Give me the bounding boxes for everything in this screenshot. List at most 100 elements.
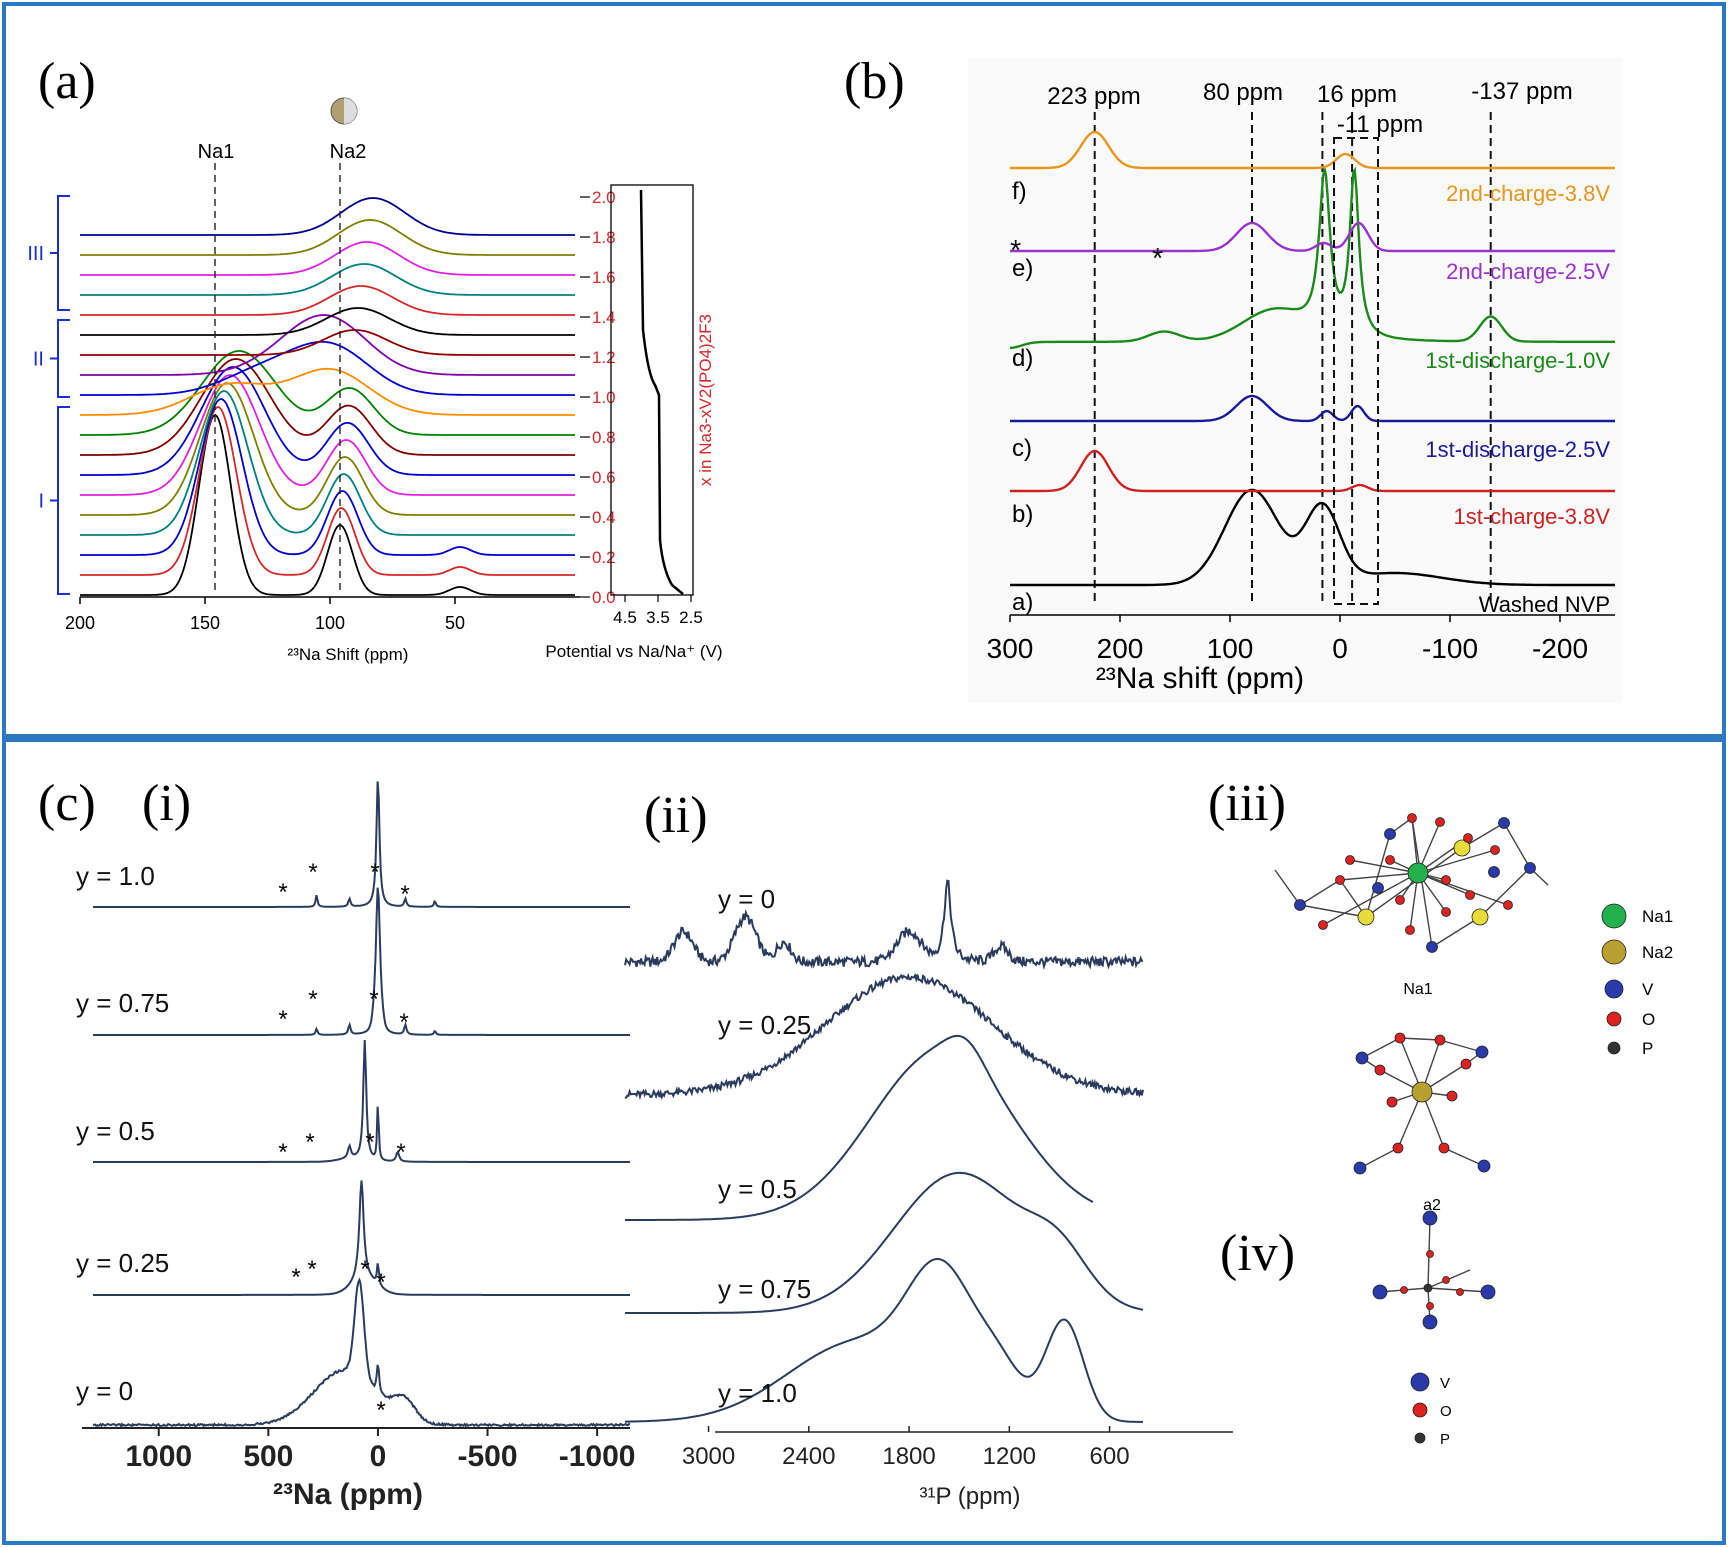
c-ii-tick-label-3: 1200 — [983, 1443, 1036, 1470]
x-tick-label-3: 50 — [445, 613, 465, 633]
c-i-asterisk-1-1: * — [308, 986, 317, 1013]
spectrum-line-0 — [80, 413, 575, 596]
bond-14 — [1299, 879, 1341, 906]
v-atom-2 — [1372, 882, 1384, 894]
x-tick-label-0: 200 — [65, 613, 95, 633]
v-atom-6 — [1488, 866, 1500, 878]
legend-iii-label-3: O — [1642, 1010, 1655, 1029]
c-i-spectrum-0 — [93, 781, 630, 908]
o-atom-0 — [1407, 813, 1417, 823]
o-atom-3 — [1345, 855, 1355, 865]
a2-o-atom-1 — [1434, 1034, 1446, 1046]
crystal-structure-iii — [1274, 813, 1549, 953]
legend-iv-label-2: P — [1440, 1431, 1450, 1448]
panel-a-potential-inset: 4.5 3.5 2.5 — [610, 184, 703, 627]
inset-tick-label-1: 3.5 — [646, 608, 670, 627]
spectrum-line-5 — [80, 374, 575, 496]
panel-a-x-axis: 200 150 100 50 — [65, 163, 580, 633]
bond-6 — [1339, 872, 1419, 881]
a2-bond-v1b — [1439, 1039, 1483, 1053]
series-name-5: 2nd-charge-3.8V — [1446, 181, 1610, 206]
spectrum-line-3 — [80, 390, 575, 536]
panel-label-c-ii: (ii) — [644, 787, 708, 844]
spectrum-line-14 — [80, 285, 575, 316]
na2-atom-icon — [330, 97, 358, 125]
na2-peak-label: Na2 — [330, 141, 367, 163]
iv-v-atom-1 — [1372, 1284, 1388, 1300]
series-tag-5: f) — [1012, 178, 1027, 205]
legend-iv-label-1: O — [1440, 1403, 1452, 1420]
spectrum-2 — [1010, 394, 1615, 423]
spectrum-line-4 — [80, 382, 575, 516]
bond-3 — [1349, 859, 1419, 874]
o-atom-11 — [1385, 855, 1395, 865]
iv-o-atom-4 — [1442, 1276, 1450, 1284]
spectrum-line-9 — [80, 367, 575, 416]
structure-legend-iii: Na1 Na2 VOP — [1601, 903, 1673, 1058]
o-atom-6 — [1335, 875, 1345, 885]
series-tag-3: d) — [1012, 345, 1033, 372]
legend-iii-label-1: Na2 — [1642, 943, 1673, 962]
region-bracket-0 — [50, 195, 70, 311]
spectrum-3 — [1009, 166, 1615, 350]
c-i-asterisk-2-0: * — [278, 1139, 287, 1166]
panel-b-x-axis: 300 200 100 0 -100 -200 — [987, 614, 1615, 664]
c-i-series-label-2: y = 0.5 — [76, 1116, 155, 1146]
region-label-2: I — [38, 491, 44, 513]
bond-21 — [1503, 822, 1531, 869]
a2-bond-v0b — [1361, 1037, 1401, 1059]
right-tick-label-7: 0.6 — [592, 468, 616, 487]
c-i-asterisk-1-3: * — [399, 1009, 408, 1036]
region-bracket-1 — [50, 319, 70, 398]
iv-p-atom — [1423, 1283, 1433, 1293]
v-atom-5 — [1294, 899, 1306, 911]
c-ii-series-label-1: y = 0.25 — [718, 1010, 811, 1040]
right-tick-label-8: 0.4 — [592, 508, 616, 527]
na1-peak-label: Na1 — [198, 141, 235, 163]
o-atom-13 — [1318, 920, 1328, 930]
legend-iv-swatch-2 — [1414, 1432, 1426, 1444]
c-i-asterisk-3-2: * — [360, 1256, 369, 1283]
ref-label-1: 80 ppm — [1203, 79, 1283, 106]
panel-c-i-x-label: ²³Na (ppm) — [273, 1478, 423, 1511]
c-i-spectrum-2 — [93, 1039, 630, 1163]
c-ii-series-label-4: y = 1.0 — [718, 1378, 797, 1408]
x-tick-label-1: 150 — [190, 613, 220, 633]
panel-c-i-x-axis: 1000 500 0 -500 -1000 — [82, 1427, 636, 1473]
iv-o-atom-2 — [1456, 1288, 1464, 1296]
bond-25 — [1274, 869, 1301, 906]
c-ii-spectrum-1 — [624, 972, 1144, 1101]
dashed-highlight-box — [1333, 137, 1379, 605]
b-tick-label-3: 0 — [1332, 633, 1348, 664]
c-i-tick-label-3: -500 — [458, 1440, 518, 1473]
spectrum-line-13 — [80, 307, 575, 336]
inset-frame — [610, 184, 694, 596]
v-atom-0 — [1384, 828, 1396, 840]
bond-16 — [1365, 833, 1391, 918]
spectrum-5 — [1010, 130, 1615, 170]
c-ii-spectrum-2 — [625, 1034, 1094, 1221]
c-ii-spectrum-3 — [625, 1171, 1144, 1314]
right-axis-label: x in Na3-xV2(PO4)2F3 — [696, 314, 715, 486]
legend-iv-swatch-0 — [1410, 1372, 1430, 1392]
series-tag-0: a) — [1012, 589, 1033, 616]
spectrum-line-16 — [80, 241, 575, 276]
b-tick-label-1: 200 — [1097, 633, 1144, 664]
c-i-tick-label-4: -1000 — [559, 1440, 636, 1473]
region-label-0: III — [27, 243, 44, 265]
b-tick-label-4: -100 — [1422, 633, 1478, 664]
panel-b-x-label: ²³Na shift (ppm) — [1096, 662, 1304, 695]
legend-iii-label-4: P — [1642, 1039, 1653, 1058]
potential-curve — [639, 189, 684, 595]
iv-o-atom-3 — [1426, 1302, 1434, 1310]
crystal-structure-iv — [1372, 1210, 1496, 1330]
spectrum-line-12 — [80, 329, 575, 356]
ref-label-3: -11 ppm — [1337, 111, 1423, 138]
panel-b-background — [968, 58, 1622, 703]
right-tick-label-4: 1.2 — [592, 348, 616, 367]
na1-atom — [1407, 862, 1429, 884]
panel-a-x-value-axis: 2.0 1.8 1.6 1.4 1.2 1.0 0.8 0.6 0.4 0.2 0.0 — [580, 188, 616, 607]
spectrum-line-17 — [80, 219, 575, 256]
panel-b: (b) 223 ppm 80 ppm 16 ppm -11 ppm -137 ppm a… — [844, 53, 1622, 703]
